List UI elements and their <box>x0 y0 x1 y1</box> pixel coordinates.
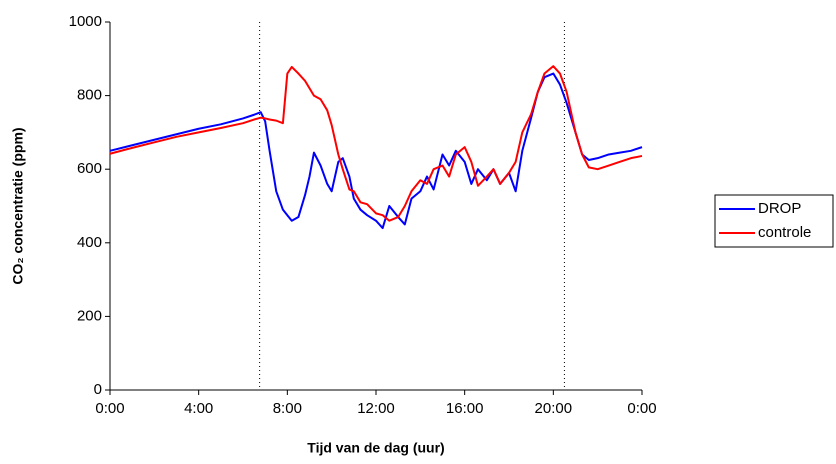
x-tick-label: 16:00 <box>446 400 484 417</box>
y-tick-label: 200 <box>77 307 102 324</box>
x-tick-label: 0:00 <box>95 400 124 417</box>
y-tick-label: 600 <box>77 160 102 177</box>
x-tick-label: 8:00 <box>273 400 302 417</box>
x-tick-label: 12:00 <box>357 400 395 417</box>
series-line <box>109 72 643 230</box>
x-tick-label: 0:00 <box>627 400 656 417</box>
x-axis-title: Tijd van de dag (uur) <box>307 440 444 456</box>
legend-label: DROP <box>758 200 801 217</box>
y-axis-title: CO₂ concentratie (ppm) <box>10 127 26 284</box>
legend-label: controle <box>758 224 811 241</box>
series-line <box>109 65 643 222</box>
y-tick-label: 400 <box>77 234 102 251</box>
x-tick-label: 20:00 <box>535 400 573 417</box>
y-tick-label: 0 <box>94 381 102 398</box>
x-tick-label: 4:00 <box>184 400 213 417</box>
y-tick-label: 1000 <box>69 13 102 30</box>
legend-box <box>714 194 834 248</box>
y-tick-label: 800 <box>77 87 102 104</box>
